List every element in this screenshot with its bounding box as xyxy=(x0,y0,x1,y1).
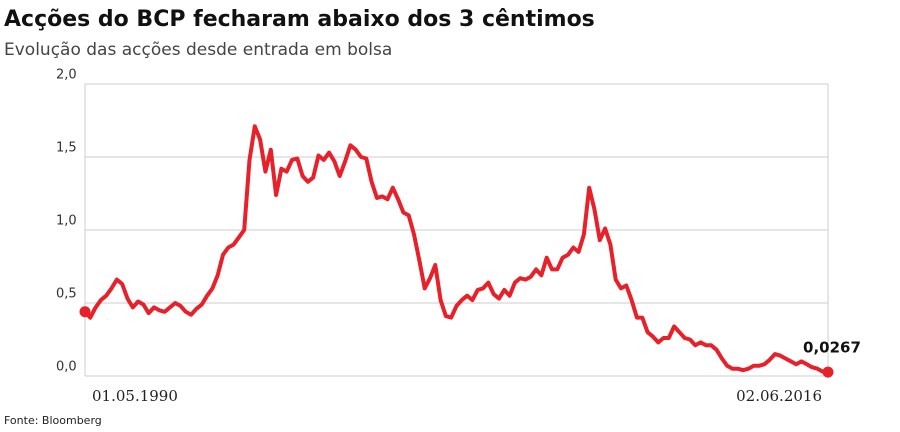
y-tick-label: 0,0 xyxy=(56,360,77,375)
data-label: 0,0267 xyxy=(803,339,861,357)
source: Fonte: Bloomberg xyxy=(4,414,102,427)
chart-subtitle: Evolução das acções desde entrada em bol… xyxy=(4,40,392,60)
y-tick-label: 0,5 xyxy=(56,287,77,302)
y-tick-label: 2,0 xyxy=(56,68,77,83)
y-tick-label: 1,0 xyxy=(56,214,77,229)
line xyxy=(83,124,829,375)
chart-title: Acções do BCP fecharam abaixo dos 3 cênt… xyxy=(4,7,595,32)
x-tick-label: 01.05.1990 xyxy=(92,387,178,405)
end-point xyxy=(822,366,834,378)
x-tick-label: 02.06.2016 xyxy=(736,387,822,405)
y-tick-label: 1,5 xyxy=(56,141,77,156)
end-point xyxy=(79,306,91,318)
